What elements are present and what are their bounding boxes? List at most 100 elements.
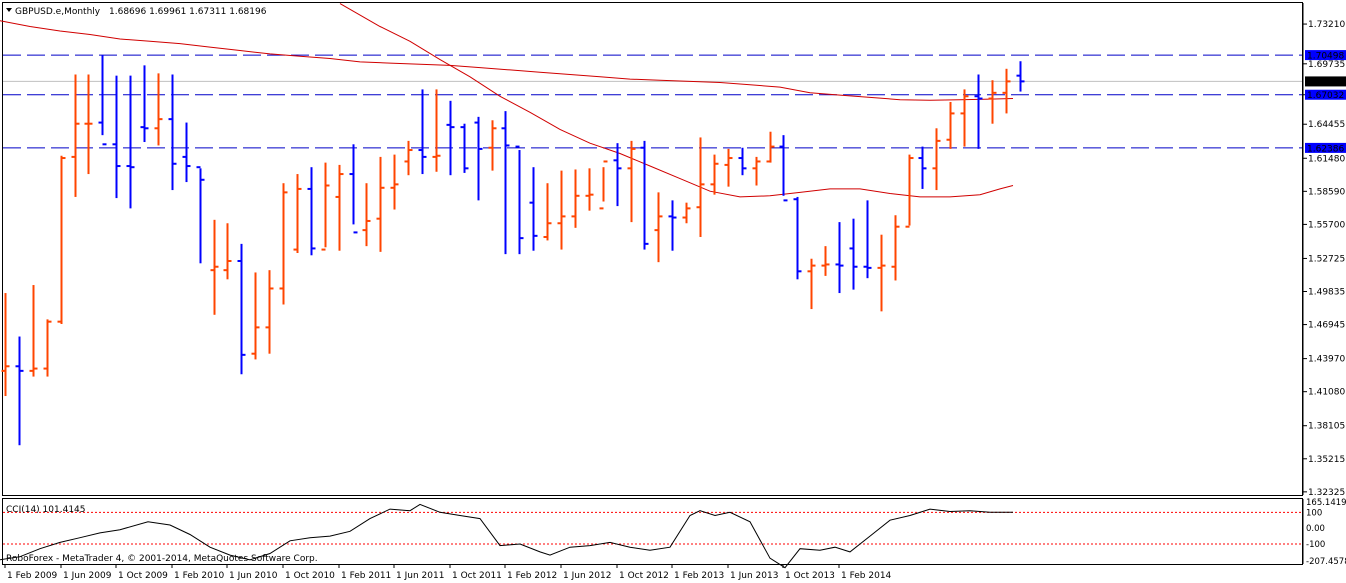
price-tag-label: 1.70498 xyxy=(1307,52,1344,62)
time-tick-label: 1 Oct 2011 xyxy=(452,571,502,581)
time-axis: 1 Feb 2009 1 Jun 2009 1 Oct 2009 1 Feb 2010… xyxy=(4,564,892,581)
ohlc-bar xyxy=(974,74,983,149)
price-tick-label: 1.43970 xyxy=(1308,355,1345,365)
ohlc-bar xyxy=(724,148,733,187)
time-tick-label: 1 Feb 2009 xyxy=(7,571,58,581)
moving-averages xyxy=(0,3,1014,198)
ohlc-bar xyxy=(835,222,844,294)
ohlc-bar xyxy=(168,74,177,191)
ohlc-bar xyxy=(946,101,955,149)
cci-tick-label: -100 xyxy=(1306,540,1325,550)
time-tick-label: 1 Feb 2011 xyxy=(341,571,391,581)
ohlc-bar xyxy=(126,75,135,209)
moving-average-line-1 xyxy=(0,20,1014,101)
ohlc-bar xyxy=(613,143,622,207)
ohlc-bar xyxy=(488,120,497,171)
ohlc-bar xyxy=(362,183,371,247)
price-tag-label: 1.67032 xyxy=(1307,91,1344,101)
ohlc-bar xyxy=(793,196,802,280)
price-tag-bg xyxy=(1305,89,1346,100)
horizontal-lines xyxy=(3,54,1302,149)
cci-tick-label: 100 xyxy=(1306,508,1322,518)
price-tick-label: 1.58590 xyxy=(1308,187,1345,197)
time-tick-label: 1 Jun 2013 xyxy=(730,571,778,581)
ohlc-bar xyxy=(891,215,900,281)
ohlc-bar xyxy=(321,162,330,251)
ohlc-bar xyxy=(376,156,385,252)
ohlc-bar xyxy=(515,145,524,255)
ohlc-bar xyxy=(432,89,441,172)
ohlc-bar xyxy=(279,183,288,305)
price-tick-label: 1.64455 xyxy=(1308,120,1345,130)
ohlc-bar xyxy=(57,155,66,324)
time-tick-label: 1 Jun 2010 xyxy=(229,571,278,581)
ohlc-bar xyxy=(265,270,274,354)
time-tick-label: 1 Jun 2012 xyxy=(563,571,611,581)
ohlc-bar xyxy=(84,74,93,175)
ohlc-bar xyxy=(668,200,677,251)
ohlc-bar xyxy=(585,168,594,211)
symbol-dropdown-icon[interactable] xyxy=(6,8,12,12)
moving-average-line-2 xyxy=(339,3,1014,198)
ohlc-bar xyxy=(766,131,775,163)
ohlc-bar xyxy=(196,166,205,264)
price-tag-label: 1.62386 xyxy=(1307,144,1344,154)
ohlc-bar xyxy=(627,140,636,223)
ohlc-bar xyxy=(1,293,10,397)
price-tick-label: 1.55700 xyxy=(1308,220,1345,230)
price-tick-label: 1.61480 xyxy=(1308,154,1345,164)
ohlc-bar xyxy=(335,164,344,251)
price-tick-label: 1.52725 xyxy=(1308,254,1345,264)
ohlc-bar xyxy=(738,147,747,176)
ohlc-bar xyxy=(446,100,455,176)
ohlc-bar xyxy=(223,223,232,280)
ohlc-bar xyxy=(140,65,149,143)
price-tick-label: 1.69735 xyxy=(1308,60,1345,70)
price-tag-bg xyxy=(1305,142,1346,153)
ohlc-bar xyxy=(807,258,816,310)
ohlc-bar xyxy=(474,116,483,201)
time-tick-label: 1 Jun 2011 xyxy=(396,571,444,581)
ohlc-bar xyxy=(918,146,927,189)
ohlc-bar xyxy=(210,219,219,315)
price-tick-label: 1.38105 xyxy=(1308,422,1345,432)
ohlc-bar xyxy=(599,160,608,210)
ohlc-bar xyxy=(932,128,941,191)
ohlc-bar xyxy=(654,192,663,263)
time-tick-label: 1 Oct 2012 xyxy=(619,571,669,581)
price-tick-label: 1.73210 xyxy=(1308,20,1345,30)
cci-label: CCI(14) 101.4145 xyxy=(6,505,86,515)
cci-tick-label: 165.1419 xyxy=(1306,498,1346,508)
ohlc-bar xyxy=(877,234,886,312)
current-price-tag-label: 1.68196 xyxy=(1307,78,1344,88)
ohlc-bar xyxy=(863,200,872,279)
ohlc-bar xyxy=(821,246,830,276)
cci-tick-label: -207.4578 xyxy=(1306,557,1346,567)
price-tick-label: 1.46945 xyxy=(1308,321,1345,331)
ohlc-bar xyxy=(779,135,788,202)
ohlc-bar xyxy=(849,218,858,290)
price-tick-label: 1.41080 xyxy=(1308,388,1345,398)
ohlc-bar xyxy=(640,140,649,250)
copyright-footer: RoboForex - MetaTrader 4, © 2001-2014, M… xyxy=(6,554,318,564)
ohlc-bar xyxy=(557,170,566,250)
ohlc-bar xyxy=(293,174,302,254)
ohlc-bar xyxy=(349,144,358,234)
ohlc-bar xyxy=(98,55,107,146)
ohlc-bar xyxy=(460,123,469,173)
ohlc-bar xyxy=(390,154,399,210)
ohlc-bar xyxy=(251,272,260,360)
ohlc-bar xyxy=(418,89,427,175)
time-tick-label: 1 Oct 2009 xyxy=(118,571,168,581)
ohlc-bar xyxy=(307,167,316,256)
cci-plot-frame xyxy=(2,498,1303,565)
cci-tick-label: 0.00 xyxy=(1306,524,1325,534)
time-tick-label: 1 Feb 2013 xyxy=(674,571,724,581)
ohlc-bar xyxy=(1016,61,1025,92)
time-tick-label: 1 Oct 2013 xyxy=(785,571,835,581)
ohlc-bar xyxy=(182,122,191,183)
symbol-title: GBPUSD.e,Monthly xyxy=(15,7,101,17)
main-plot-frame xyxy=(2,2,1303,496)
